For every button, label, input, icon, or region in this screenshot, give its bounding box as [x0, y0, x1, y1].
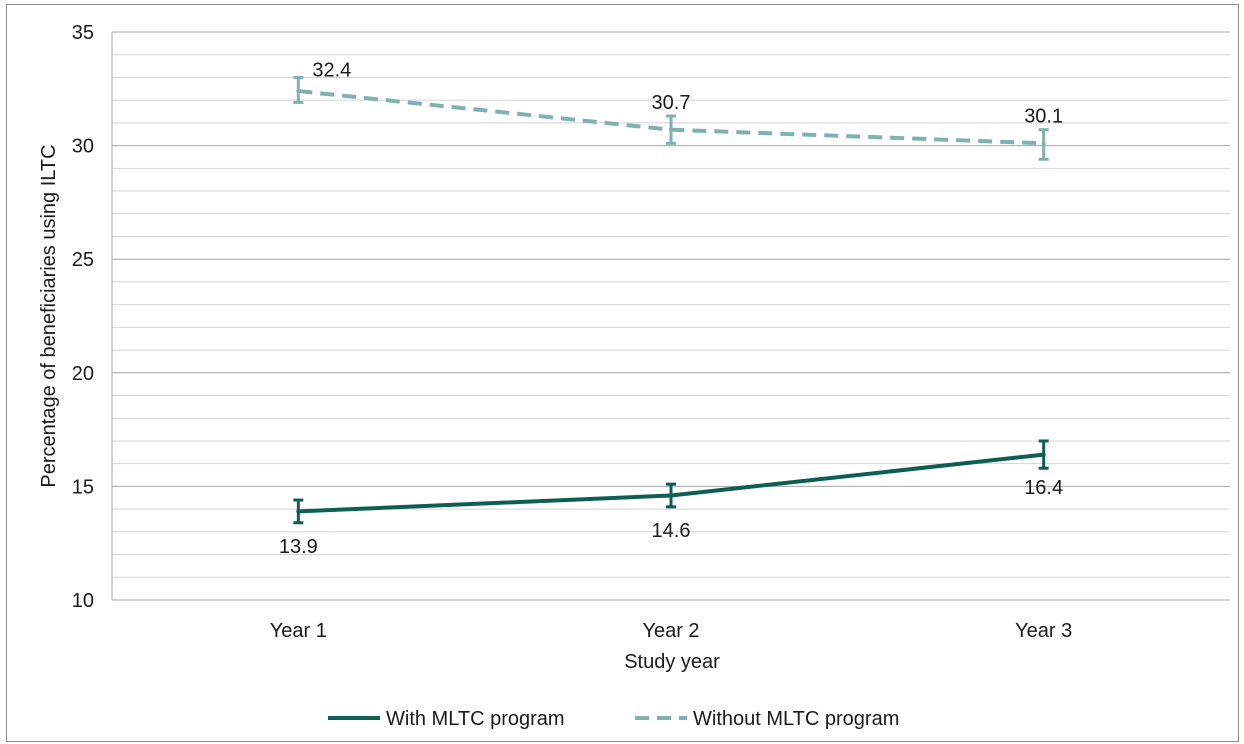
- y-tick-label: 15: [72, 476, 94, 498]
- x-tick-label: Year 3: [1015, 620, 1072, 642]
- data-point: [296, 509, 301, 514]
- data-point: [296, 89, 301, 94]
- series-group: [293, 75, 1049, 525]
- data-labels: 13.9 14.6 16.4 32.4 30.7 30.1: [279, 59, 1063, 557]
- data-point: [669, 127, 673, 132]
- y-axis-title: Percentage of beneficiaries using ILTC: [38, 144, 60, 487]
- data-label: 32.4: [312, 59, 351, 81]
- y-tick-label: 25: [72, 249, 94, 271]
- y-tick-label: 10: [72, 590, 94, 612]
- y-axis-ticks: 10 15 20 25 30 35: [72, 22, 94, 612]
- y-tick-label: 20: [72, 363, 94, 385]
- legend: With MLTC program Without MLTC program: [328, 708, 899, 730]
- data-point: [1041, 141, 1046, 146]
- data-point: [669, 493, 673, 498]
- y-tick-label: 35: [72, 22, 94, 44]
- x-tick-label: Year 1: [270, 620, 327, 642]
- legend-label: Without MLTC program: [693, 708, 899, 730]
- x-axis-title: Study year: [624, 651, 720, 673]
- data-label: 30.1: [1024, 106, 1063, 128]
- x-axis-ticks: Year 1 Year 2 Year 3: [270, 620, 1072, 642]
- data-label: 30.7: [652, 92, 691, 114]
- data-label: 14.6: [652, 520, 691, 542]
- data-point: [1041, 452, 1046, 457]
- x-tick-label: Year 2: [642, 620, 699, 642]
- data-label: 16.4: [1024, 477, 1063, 499]
- y-tick-label: 30: [72, 136, 94, 158]
- data-label: 13.9: [279, 536, 318, 558]
- legend-label: With MLTC program: [386, 708, 565, 730]
